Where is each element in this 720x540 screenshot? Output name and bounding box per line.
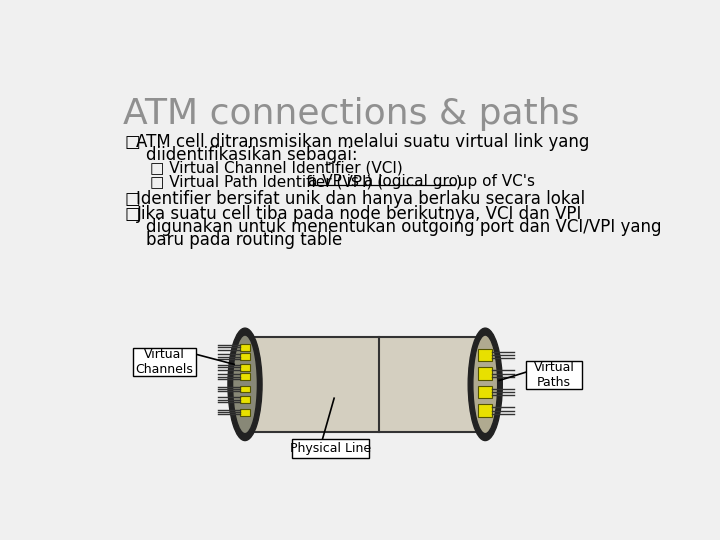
Bar — [240, 409, 251, 416]
Text: ): ) — [456, 174, 462, 189]
Ellipse shape — [233, 335, 258, 434]
Bar — [240, 396, 251, 403]
Text: □: □ — [124, 205, 140, 223]
Bar — [478, 404, 492, 417]
Bar — [478, 386, 492, 398]
Bar — [132, 348, 196, 376]
Bar — [240, 373, 251, 380]
Bar — [240, 364, 251, 371]
Text: Virtual
Channels: Virtual Channels — [135, 348, 194, 376]
Text: Physical Line: Physical Line — [289, 442, 371, 455]
Text: ATM cell ditransmisikan melalui suatu virtual link yang: ATM cell ditransmisikan melalui suatu vi… — [137, 132, 590, 151]
Ellipse shape — [473, 335, 498, 434]
Text: Jika suatu cell tiba pada node berikutnya, VCI dan VPI: Jika suatu cell tiba pada node berikutny… — [137, 205, 582, 223]
Ellipse shape — [468, 328, 503, 441]
Text: □ Virtual Path Identifier (VPI) (: □ Virtual Path Identifier (VPI) ( — [150, 174, 384, 189]
Bar — [526, 361, 582, 389]
Text: digunakan untuk menentukan outgoing port dan VCI/VPI yang: digunakan untuk menentukan outgoing port… — [145, 218, 661, 236]
Text: □: □ — [124, 132, 140, 151]
Bar — [240, 344, 251, 351]
Text: baru pada routing table: baru pada routing table — [145, 231, 342, 249]
Text: □: □ — [124, 190, 140, 207]
Bar — [240, 353, 251, 360]
Text: □ Virtual Channel Identifier (VCI): □ Virtual Channel Identifier (VCI) — [150, 160, 403, 176]
Bar — [478, 349, 492, 361]
Text: diidentifikasikan sebagai:: diidentifikasikan sebagai: — [145, 146, 357, 164]
Bar — [478, 367, 492, 380]
Text: Identifier bersifat unik dan hanya berlaku secara lokal: Identifier bersifat unik dan hanya berla… — [137, 190, 585, 207]
Ellipse shape — [228, 328, 262, 441]
Text: ATM connections & paths: ATM connections & paths — [122, 97, 579, 131]
Bar — [245, 336, 485, 432]
Bar — [240, 386, 251, 393]
Text: a VP is a logical group of VC's: a VP is a logical group of VC's — [307, 174, 535, 189]
Bar — [292, 439, 369, 457]
Text: Virtual
Paths: Virtual Paths — [534, 361, 575, 389]
